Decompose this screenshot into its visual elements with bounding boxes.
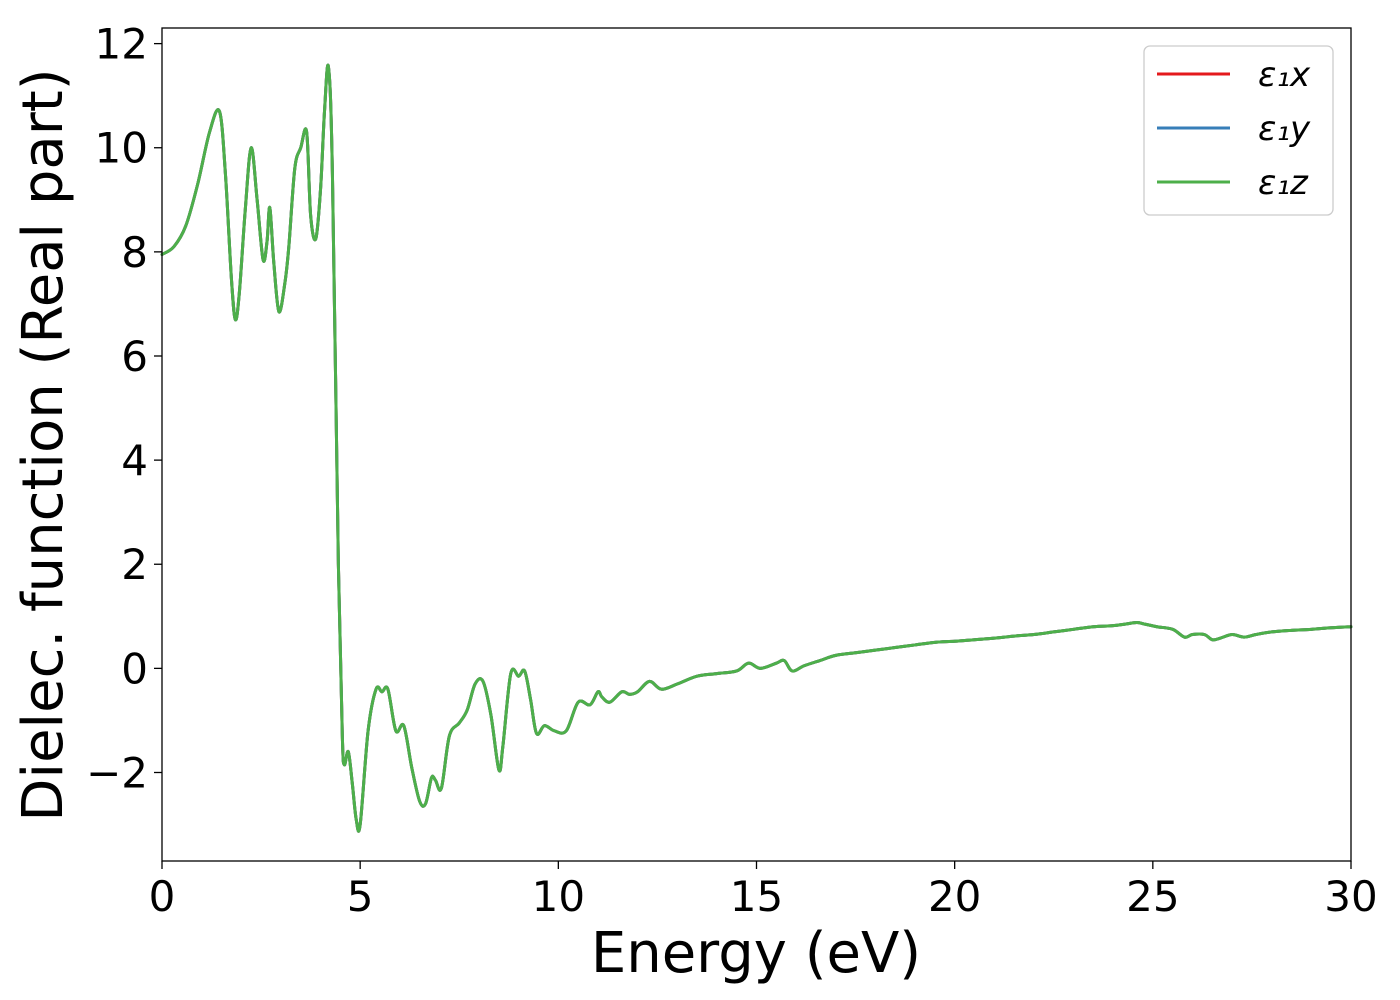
y-tick-label: 0 [121, 644, 148, 693]
y-tick-label: 6 [121, 332, 148, 381]
x-tick-label: 25 [1126, 872, 1179, 921]
legend-label-3: ε₁z [1258, 163, 1309, 203]
x-tick-label: 30 [1324, 872, 1377, 921]
y-tick-label: 4 [121, 436, 148, 485]
x-tick-label: 10 [532, 872, 585, 921]
x-tick-label: 15 [730, 872, 783, 921]
y-tick-label: 12 [95, 20, 148, 69]
x-axis-ticks: 0 5 10 15 20 25 30 [149, 861, 1378, 921]
x-tick-label: 5 [347, 872, 374, 921]
x-tick-label: 0 [149, 872, 176, 921]
y-tick-label: −2 [86, 748, 148, 797]
legend-label-1: ε₁x [1258, 55, 1311, 95]
legend-box [1143, 45, 1334, 216]
y-tick-label: 10 [95, 124, 148, 173]
series-lines [160, 63, 1353, 833]
y-tick-label: 8 [121, 228, 148, 277]
legend: ε₁x ε₁y ε₁z [1143, 45, 1334, 216]
y-axis-label: Dielec. function (Real part) [11, 68, 76, 821]
x-tick-label: 20 [928, 872, 981, 921]
legend-label-2: ε₁y [1258, 109, 1311, 149]
y-tick-label: 2 [121, 540, 148, 589]
y-axis-ticks: −2 0 2 4 6 8 10 12 [86, 20, 162, 797]
x-axis-label: Energy (eV) [591, 921, 921, 986]
series-line-3 [160, 63, 1353, 833]
